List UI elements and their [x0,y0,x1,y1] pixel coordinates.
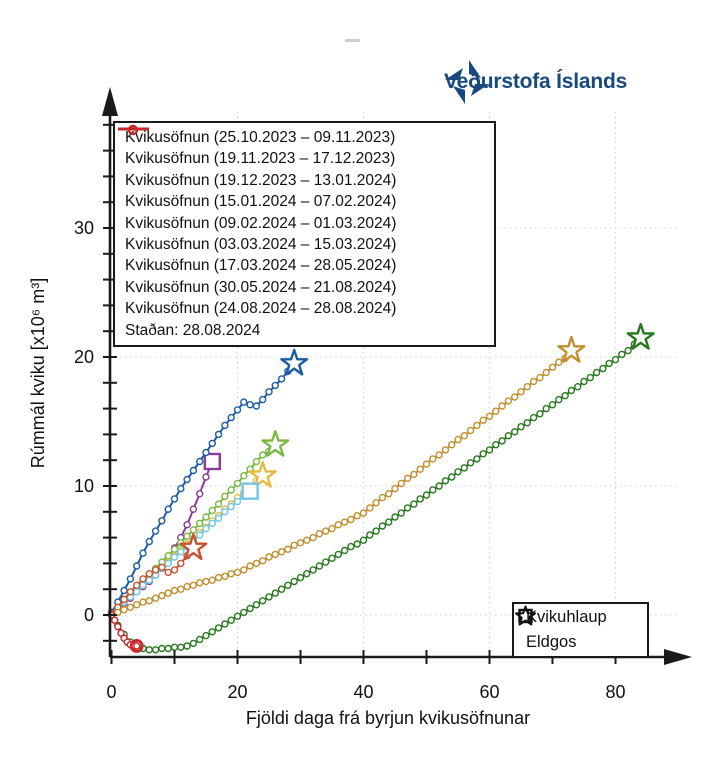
legend-label: Kvikusöfnun (30.05.2024 – 21.08.2024) [125,278,397,296]
legend-label: Kvikusöfnun (25.10.2023 – 09.11.2023) [125,128,396,146]
legend-item-7: Kvikusöfnun (30.05.2024 – 21.08.2024) [118,127,494,298]
pinwheel-icon [445,60,489,104]
legend-label: Staðan: 28.08.2024 [125,321,261,339]
x-tick-label: 0 [106,682,116,702]
legend-item-6: Kvikusöfnun (17.03.2024 – 28.05.2024) [118,127,494,276]
legend-item-4: Kvikusöfnun (09.02.2024 – 01.03.2024) [118,127,494,233]
eldgos-marker [557,335,586,363]
legend-item-8: Kvikusöfnun (24.08.2024 – 28.08.2024) [118,127,494,319]
legend-item-3: Kvikusöfnun (15.01.2024 – 07.02.2024) [118,127,494,212]
logo-text: Veðurstofa Íslands [444,70,628,93]
tick-labels: 0 20 40 60 80 0 10 20 30 [74,218,626,702]
vedurstofa-logo: Veðurstofa Íslands [444,56,627,108]
kvikuhlaup-marker [241,482,259,500]
marker-legend-label: Eldgos [526,633,577,652]
x-axis-arrow [664,649,692,665]
kvikuhlaup-marker [203,452,222,471]
legend-label: Kvikusöfnun (09.02.2024 – 01.03.2024) [125,214,397,232]
legend-item-status: Staðan: 28.08.2024 [125,124,494,341]
eldgos-star-icon [514,605,537,626]
x-tick-label: 40 [353,682,373,702]
legend-label: Kvikusöfnun (24.08.2024 – 28.08.2024) [125,300,397,318]
y-tick-label: 0 [84,605,94,625]
marker-legend-item-square: Kvikuhlaup [518,607,647,629]
x-tick-label: 20 [227,682,247,702]
eldgos-marker [248,460,277,488]
eldgos-marker [179,533,208,561]
legend-item-5: Kvikusöfnun (03.03.2024 – 15.03.2024) [118,127,494,255]
legend-label: Kvikusöfnun (17.03.2024 – 28.05.2024) [125,257,397,275]
marker-legend: Kvikuhlaup Eldgos [512,602,649,658]
series-line-4 [107,482,259,618]
y-axis-arrow [102,87,118,116]
legend-item-2: Kvikusöfnun (19.12.2023 – 13.01.2024) [118,127,494,190]
smudge-mark [345,39,360,42]
y-tick-label: 10 [74,476,94,496]
legend-label: Kvikusöfnun (03.03.2024 – 15.03.2024) [125,235,397,253]
eldgos-marker [280,348,309,376]
x-tick-label: 80 [605,682,625,702]
y-tick-label: 20 [74,347,94,367]
eldgos-marker [626,322,655,350]
eldgos-marker [261,430,290,457]
legend-item-0: Kvikusöfnun (25.10.2023 – 09.11.2023) [118,127,494,147]
legend-label: Kvikusöfnun (15.01.2024 – 07.02.2024) [125,193,397,211]
x-axis-label: Fjöldi daga frá byrjun kvikusöfnunar [245,708,531,728]
legend-item-1: Kvikusöfnun (19.11.2023 – 17.12.2023) [118,127,494,169]
x-tick-label: 60 [479,682,499,702]
series-legend: Kvikusöfnun (25.10.2023 – 09.11.2023) Kvi… [113,121,496,347]
y-tick-label: 30 [74,218,94,238]
legend-label: Kvikusöfnun (19.11.2023 – 17.12.2023) [125,150,396,168]
status-circle-icon [127,124,139,136]
series-line-8 [107,611,141,650]
series-line-6 [107,335,586,619]
legend-label: Kvikusöfnun (19.12.2023 – 13.01.2024) [125,171,397,189]
legend-line-swatch [118,127,149,131]
marker-legend-item-star: Eldgos [514,605,647,653]
series-line-1 [107,348,309,617]
status-point [129,639,144,653]
marker-legend-label: Kvikuhlaup [526,608,607,627]
y-axis-label: Rúmmál kviku [x10⁶ m³] [28,277,48,469]
